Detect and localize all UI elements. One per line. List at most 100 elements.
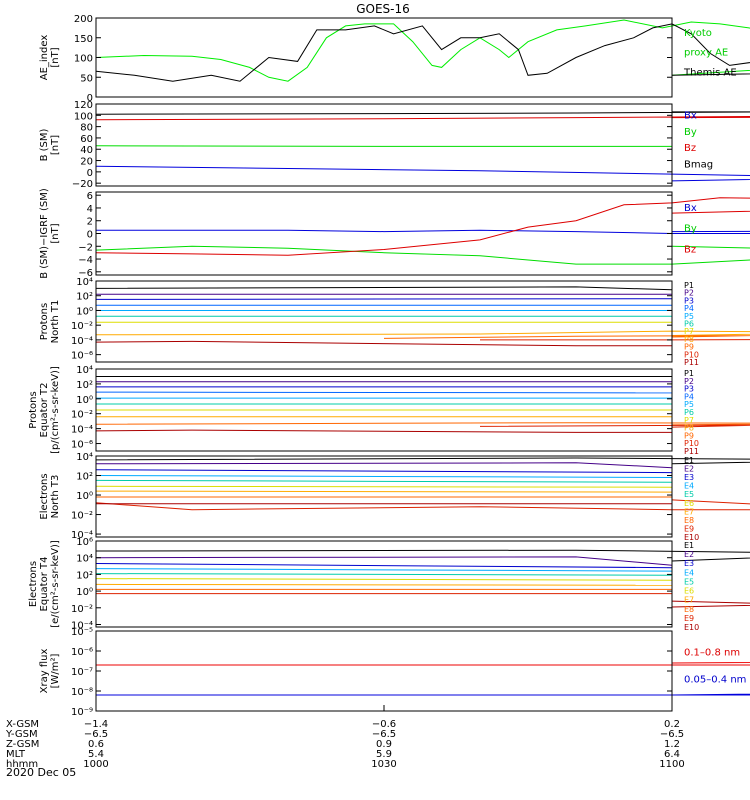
series-line-e5: [95, 479, 673, 483]
legend-entry: E4: [684, 482, 694, 491]
y-axis-label: Equator T4: [39, 557, 50, 612]
y-tick-label: 10⁰: [76, 306, 93, 317]
legend-entry: E3: [684, 559, 694, 568]
y-tick-label: 10⁴: [76, 452, 93, 463]
y-tick-label: 10⁶: [76, 537, 93, 548]
series-line-p9: [383, 335, 750, 339]
legend-entry: P9: [684, 431, 694, 440]
y-tick-label: 100: [74, 54, 93, 65]
y-axis-label: Electrons: [28, 561, 39, 607]
x-axis-table: −1.4−6.50.65.41000−0.6−6.50.95.910300.2−…: [5, 705, 685, 770]
y-axis-label: North T1: [50, 300, 61, 344]
x-axis-value: −1.4: [84, 719, 108, 730]
y-axis-label: [nT]: [50, 223, 61, 243]
legend-entry: P4: [684, 392, 694, 401]
x-axis-value: 0.2: [664, 719, 680, 730]
y-tick-label: 10²: [76, 380, 93, 391]
series-line-e6: [95, 578, 673, 581]
series-line-bmag: [95, 111, 750, 115]
series-line-themis-ae: [95, 23, 750, 82]
legend-entry: P4: [684, 304, 694, 313]
legend-entry: proxy AE: [684, 48, 728, 59]
y-axis-label: [p/(cm²-s-sr-keV)]: [50, 366, 61, 454]
legend-entry: By: [684, 224, 697, 235]
y-axis-label: AE_index: [39, 35, 50, 81]
y-tick-label: 10⁴: [76, 365, 93, 376]
y-axis-label: B (SM)−IGRF (SM): [39, 188, 50, 279]
panel-pnorth: 10⁴ 10² 10⁰ 10⁻² 10⁻⁴ 10⁻⁶ Protons North T1 P1P2…: [39, 277, 750, 367]
legend-entry: E3: [684, 473, 694, 482]
legend-entry: P3: [684, 385, 694, 394]
y-axis-label: B (SM): [39, 128, 50, 161]
legend-entry: P10: [684, 350, 699, 359]
series-line-e4: [95, 475, 673, 478]
series-line-p1: [95, 286, 673, 291]
x-axis-value: 1000: [83, 759, 108, 770]
series-line-e10: [671, 600, 750, 608]
series-line-p8: [95, 330, 750, 336]
legend-entry: Bx: [684, 203, 697, 214]
y-tick-label: 0: [87, 230, 93, 241]
x-axis-value: 1.2: [664, 739, 680, 750]
y-tick-label: 10⁻⁶: [71, 440, 93, 451]
legend-entry: P1: [684, 281, 694, 290]
legend-entry: E10: [684, 623, 699, 632]
x-axis-value: 5.4: [88, 749, 104, 760]
legend-entry: P7: [684, 327, 694, 336]
series-line-e1: [95, 457, 750, 465]
y-axis-label: Protons: [39, 303, 50, 340]
series-line-e4: [95, 568, 673, 572]
series-line-bz: [95, 116, 750, 121]
legend-entry: P6: [684, 320, 694, 329]
x-axis-value: 0.9: [376, 739, 392, 750]
x-axis-row-label: Y-GSM: [5, 729, 38, 740]
legend-entry: Themis AE: [683, 67, 737, 78]
legend-entry: P5: [684, 400, 694, 409]
legend: 0.1–0.8 nm 0.05–0.4 nm: [684, 648, 746, 686]
y-tick-label: 40: [80, 145, 93, 156]
x-axis-value: 5.9: [376, 749, 392, 760]
legend-entry: E6: [684, 587, 694, 596]
legend-entry: P1: [684, 369, 694, 378]
panel-frame: [95, 540, 673, 628]
panel-frame: [95, 103, 673, 187]
y-axis-label: [e/(cm²-s-sr-keV)]: [50, 540, 61, 628]
x-axis-row-label: MLT: [6, 749, 26, 760]
legend-entry: P9: [684, 343, 694, 352]
y-tick-label: 10⁻⁹: [71, 707, 93, 718]
legend-entry: E6: [684, 499, 694, 508]
y-axis-label: [nT]: [50, 135, 61, 155]
legend: Kyoto proxy AE Themis AE: [683, 28, 737, 79]
panel-frame: [95, 368, 673, 452]
y-tick-label: 2: [87, 217, 93, 228]
x-axis-value: −6.5: [660, 729, 684, 740]
y-axis-label: North T3: [50, 475, 61, 519]
x-axis-value: 6.4: [664, 749, 680, 760]
y-tick-label: −4: [78, 255, 93, 266]
legend-entry: Bz: [684, 143, 696, 154]
y-tick-label: −20: [72, 179, 93, 190]
y-tick-label: 80: [80, 123, 93, 134]
legend: Bx By Bz Bmag: [684, 110, 713, 170]
legend-entry: E5: [684, 490, 694, 499]
y-tick-label: 10⁻²: [71, 604, 93, 615]
series-line-e3: [95, 469, 673, 474]
plot-title: GOES-16: [356, 2, 410, 16]
series-line-p9: [95, 422, 750, 426]
legend-entry: Bx: [684, 110, 697, 121]
panel-eequator: 10⁶ 10⁴ 10² 10⁰ 10⁻² 10⁻⁴ Electrons Equator T4[…: [28, 537, 750, 632]
legend-entry: Kyoto: [684, 28, 712, 39]
y-tick-label: 10⁻⁵: [71, 627, 93, 638]
legend-entry: 0.1–0.8 nm: [684, 648, 740, 659]
y-tick-label: 60: [80, 134, 93, 145]
legend-entry: E8: [684, 605, 694, 614]
x-axis-row-label: hhmm: [6, 759, 38, 770]
legend-entry: 0.05–0.4 nm: [684, 674, 746, 685]
legend-entry: P2: [684, 377, 694, 386]
y-tick-label: 6: [87, 191, 93, 202]
y-axis-label: Electrons: [39, 473, 50, 519]
series-line-p11: [95, 429, 672, 433]
legend-entry: P8: [684, 335, 694, 344]
series-line-0-1-0-8-nm: [96, 662, 750, 666]
